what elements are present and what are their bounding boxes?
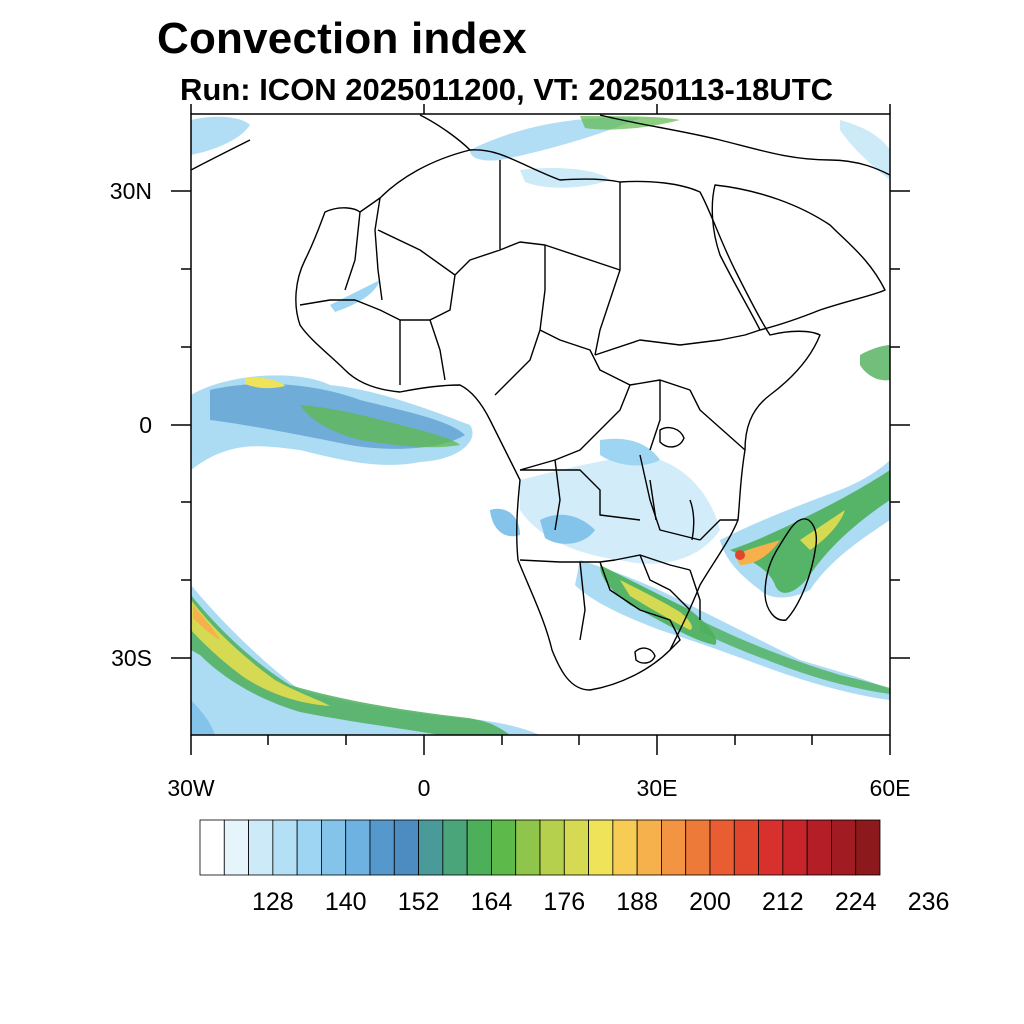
- colorbar-swatch: [393, 819, 419, 876]
- colorbar-swatch: [709, 819, 735, 876]
- colorbar-swatch: [272, 819, 298, 876]
- colorbar-swatch: [563, 819, 589, 876]
- colorbar-swatch: [223, 819, 249, 876]
- colorbar-tick-label: 128: [251, 888, 294, 916]
- colorbar-swatch: [515, 819, 541, 876]
- lon-label-0: 0: [417, 775, 431, 801]
- colorbar-swatch: [831, 819, 857, 876]
- colorbar-tick-label: 164: [470, 888, 513, 916]
- colorbar-swatch: [782, 819, 808, 876]
- colorbar-swatch: [442, 819, 468, 876]
- map-subtitle: Run: ICON 2025011200, VT: 20250113-18UTC: [180, 72, 834, 107]
- colorbar-swatch: [733, 819, 759, 876]
- lat-label-0: 0: [139, 412, 152, 438]
- colorbar-swatch: [369, 819, 395, 876]
- colorbar-tick-label: 224: [834, 888, 877, 916]
- colorbar-swatch: [685, 819, 711, 876]
- colorbar-swatch: [588, 819, 614, 876]
- colorbar: [199, 819, 881, 876]
- lon-label-60e: 60E: [869, 775, 911, 801]
- colorbar-tick-label: 236: [907, 888, 950, 916]
- colorbar-tick-label: 140: [324, 888, 367, 916]
- colorbar-swatch: [491, 819, 517, 876]
- lat-label-30n: 30N: [109, 178, 152, 204]
- colorbar-swatch: [248, 819, 274, 876]
- colorbar-swatch: [758, 819, 784, 876]
- colorbar-swatch: [855, 819, 881, 876]
- colorbar-tick-label: 152: [397, 888, 440, 916]
- country-borders: [191, 114, 890, 691]
- convection-field: [191, 116, 890, 735]
- lon-label-30w: 30W: [167, 775, 215, 801]
- colorbar-swatch: [345, 819, 371, 876]
- colorbar-tick-label: 176: [543, 888, 586, 916]
- colorbar-swatch: [612, 819, 638, 876]
- lon-label-30e: 30E: [636, 775, 678, 801]
- axis-ticks: [171, 104, 910, 755]
- map-title: Convection index: [157, 14, 527, 63]
- colorbar-swatch: [636, 819, 662, 876]
- colorbar-swatch: [199, 819, 225, 876]
- colorbar-swatch: [321, 819, 347, 876]
- colorbar-tick-label: 188: [616, 888, 658, 916]
- colorbar-swatch: [806, 819, 832, 876]
- colorbar-swatch: [661, 819, 687, 876]
- colorbar-swatch: [296, 819, 322, 876]
- lat-label-30s: 30S: [111, 645, 152, 671]
- colorbar-swatch: [466, 819, 492, 876]
- colorbar-swatch: [539, 819, 565, 876]
- colorbar-tick-label: 200: [689, 888, 731, 916]
- colorbar-swatch: [418, 819, 444, 876]
- colorbar-tick-label: 212: [761, 888, 804, 916]
